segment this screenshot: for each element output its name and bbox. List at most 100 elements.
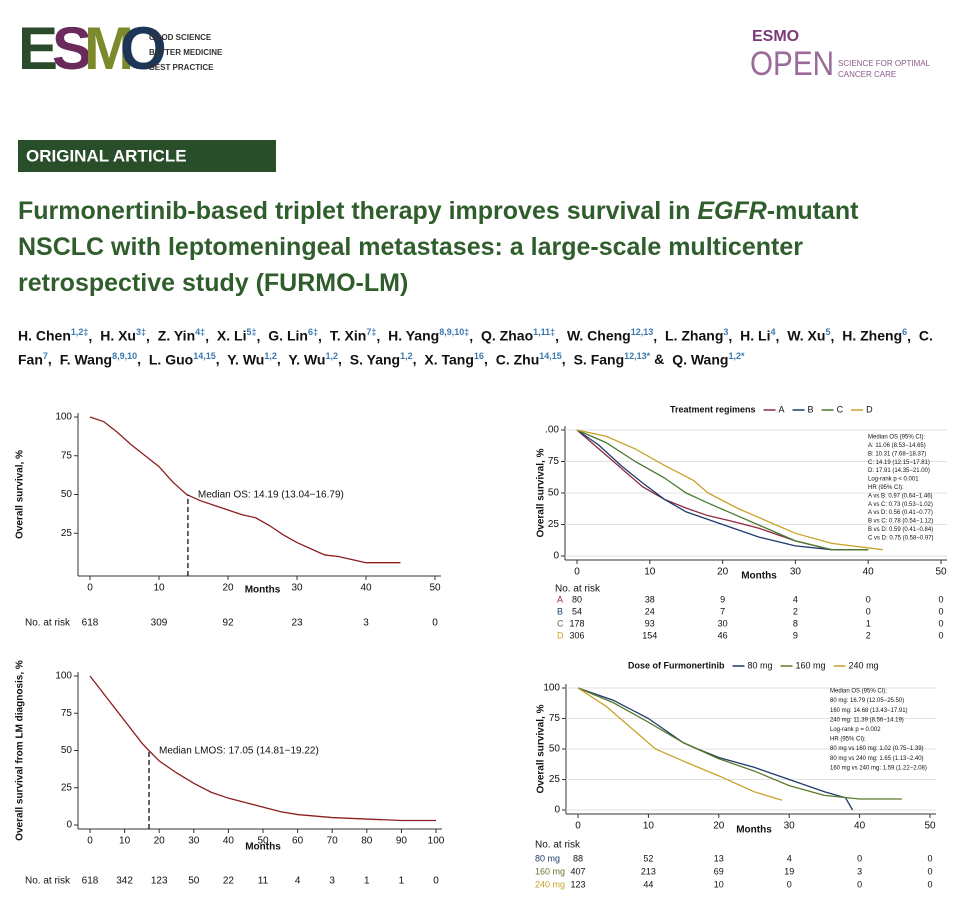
- survival-curve: [577, 687, 783, 801]
- risk-count: 123: [151, 876, 168, 887]
- author-name: F. Wang: [59, 351, 113, 368]
- author-separator: ,: [412, 351, 417, 368]
- stats-annotation: 80 mg vs 240 mg: 1.65 (1.13−2.40): [830, 756, 924, 762]
- x-tick-label: 40: [854, 821, 866, 832]
- x-axis-label: Months: [245, 842, 281, 853]
- author-separator: ,: [561, 351, 566, 368]
- risk-count: 0: [938, 606, 943, 616]
- survival-curve: [576, 429, 832, 551]
- x-axis-label: Months: [245, 585, 281, 596]
- y-tick-label: 75: [61, 450, 73, 461]
- risk-count: 1: [399, 876, 405, 887]
- risk-count: 93: [645, 618, 655, 628]
- stats-annotation: 160 mg: 14.68 (13.43−17.91): [830, 708, 908, 714]
- author-affiliation: 5: [825, 327, 831, 337]
- x-tick-label: 10: [644, 567, 656, 578]
- author-name: X. Li: [216, 327, 247, 344]
- risk-count: 618: [82, 618, 99, 629]
- risk-count: 0: [787, 879, 792, 889]
- median-annotation: Median OS: 14.19 (13.04−16.79): [198, 490, 344, 501]
- risk-count: 3: [363, 618, 369, 629]
- y-tick-label: 50: [61, 745, 73, 756]
- y-tick-label: 75: [548, 456, 560, 467]
- author-affiliation: 1,2‡: [70, 327, 89, 337]
- x-axis-label: Months: [741, 571, 777, 582]
- author-separator: ,: [469, 327, 474, 344]
- author-separator: ,: [146, 327, 150, 344]
- risk-count: 7: [720, 606, 725, 616]
- risk-count: 92: [222, 618, 234, 629]
- x-tick-label: 30: [291, 583, 303, 594]
- author-affiliation: 1,2: [325, 350, 338, 361]
- y-tick-label: 50: [549, 744, 561, 755]
- author-affiliation: 14,15: [193, 350, 216, 361]
- risk-count: 88: [573, 853, 583, 863]
- risk-count: 80: [572, 594, 582, 604]
- article-title: Furmonertinib-based triplet therapy impr…: [18, 193, 918, 301]
- legend-label: D: [866, 404, 873, 414]
- title-part: Furmonertinib-based triplet therapy impr…: [18, 197, 698, 225]
- survival-curve: [576, 429, 869, 551]
- title-part: -mutant NSCLC with leptomeningeal metast…: [18, 197, 859, 297]
- journal-name: ESMO: [752, 28, 799, 45]
- risk-row-label: 240 mg: [535, 879, 565, 889]
- author-name: Z. Yin: [157, 327, 196, 344]
- y-tick-label: 0: [554, 805, 560, 816]
- author-separator: ,: [653, 327, 658, 344]
- y-axis-label: Overall survival, %: [536, 448, 547, 537]
- risk-count: 19: [784, 866, 794, 876]
- risk-count: 0: [432, 618, 438, 629]
- x-tick-label: 0: [87, 836, 93, 847]
- x-tick-label: 0: [574, 567, 580, 578]
- risk-count: 9: [793, 630, 798, 640]
- author-name: T. Xin: [329, 327, 367, 344]
- author-name: Y. Wu: [227, 351, 265, 368]
- author-name: H. Yang: [388, 327, 440, 344]
- median-annotation: Median LMOS: 17.05 (14.81−19.22): [159, 745, 319, 756]
- x-tick-label: 30: [790, 567, 802, 578]
- y-axis-label: Overall survival from LM diagnosis, %: [15, 660, 26, 841]
- legend-title: Treatment regimens: [670, 404, 756, 414]
- stats-annotation: Median OS (95% CI):: [830, 689, 887, 695]
- author-affiliation: 7‡: [366, 327, 377, 337]
- stats-annotation: 80 mg: 16.79 (12.05−25.50): [830, 698, 904, 704]
- stats-annotation: HR (95% CI):: [868, 485, 904, 491]
- risk-count: 0: [938, 618, 943, 628]
- risk-count: 0: [938, 630, 943, 640]
- risk-count: 13: [714, 853, 724, 863]
- x-tick-label: 90: [396, 836, 408, 847]
- x-tick-label: 10: [153, 583, 165, 594]
- stats-annotation: D: 17.91 (14.35−21.00): [868, 468, 930, 474]
- risk-count: 306: [569, 630, 584, 640]
- article-type: ORIGINAL ARTICLE: [26, 146, 187, 165]
- author-name: C. Zhu: [495, 351, 540, 368]
- x-axis-label: Months: [736, 825, 772, 836]
- survival-curve: [89, 416, 401, 564]
- author-separator: ,: [88, 327, 93, 344]
- author-separator: ,: [555, 327, 560, 344]
- x-tick-label: 40: [360, 583, 372, 594]
- risk-count: 1: [364, 876, 370, 887]
- author-separator: ,: [276, 351, 281, 368]
- journal-tagline: SCIENCE FOR OPTIMAL: [838, 59, 931, 68]
- logo-tagline: BETTER MEDICINE: [149, 48, 223, 57]
- risk-count: 9: [720, 594, 725, 604]
- risk-count: 0: [866, 606, 871, 616]
- author-name: L. Zhang: [665, 327, 724, 344]
- risk-count: 0: [857, 853, 862, 863]
- logo-letter: O: [120, 15, 167, 82]
- risk-count: 30: [718, 618, 728, 628]
- author-name: L. Guo: [148, 351, 194, 368]
- logo-tagline: GOOD SCIENCE: [149, 33, 212, 42]
- author-affiliation: 8,9,10‡: [439, 327, 470, 337]
- x-tick-label: 80: [361, 836, 373, 847]
- author-name: C. Fan: [18, 327, 933, 368]
- author-separator: ,: [205, 327, 210, 344]
- risk-count: 4: [295, 876, 301, 887]
- author-name: W. Xu: [787, 327, 826, 344]
- author-name: Q. Wang: [672, 351, 729, 368]
- risk-count: 0: [927, 879, 932, 889]
- stats-annotation: HR (95% CI):: [830, 737, 866, 743]
- author-affiliation: 3‡: [135, 327, 146, 337]
- risk-count: 0: [927, 853, 932, 863]
